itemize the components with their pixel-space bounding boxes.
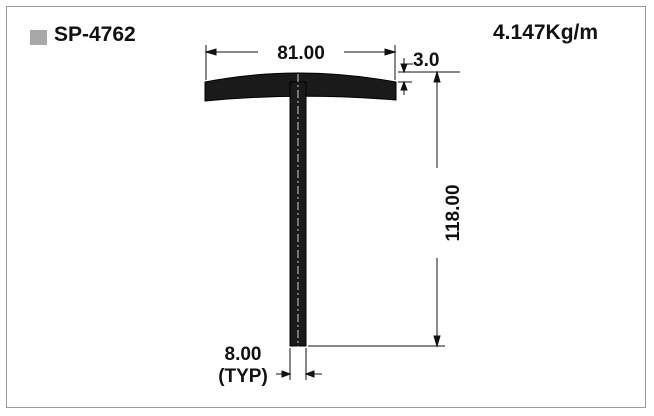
- drawing-frame: [6, 6, 646, 408]
- web-thickness-dimension: [276, 348, 322, 380]
- height-label: 118.00: [443, 184, 464, 241]
- web-thickness-label: 8.00: [225, 344, 262, 365]
- flange-thickness-dimension: [398, 58, 460, 95]
- profile-code: SP-4762: [54, 23, 136, 46]
- flange-thickness-label: 3.0: [413, 50, 439, 71]
- height-dimension: [308, 70, 445, 348]
- flange-width-label: 81.00: [277, 43, 325, 64]
- web-thickness-note: (TYP): [218, 366, 268, 387]
- flange-width-dimension: [204, 45, 397, 80]
- t-profile-shape: [204, 58, 397, 350]
- material-swatch: [30, 30, 47, 45]
- weight-per-meter: 4.147Kg/m: [493, 21, 599, 44]
